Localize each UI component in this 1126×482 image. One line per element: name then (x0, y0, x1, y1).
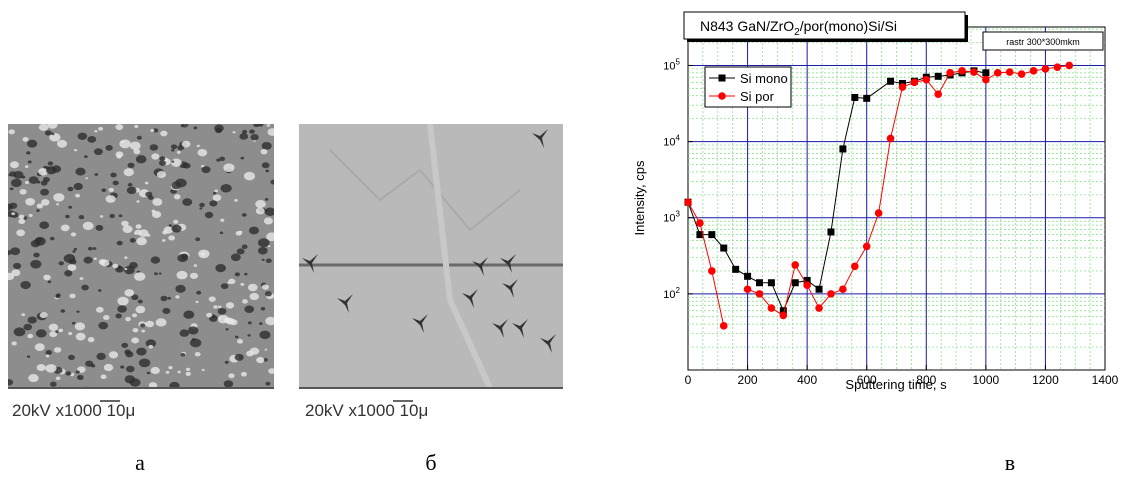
legend-box (704, 66, 792, 108)
marker (1029, 67, 1038, 75)
marker (791, 261, 800, 269)
chart-title: N843 GaN/ZrO2/por(mono)Si/Si (700, 18, 897, 38)
marker (874, 209, 883, 217)
legend-label: Si mono (740, 71, 788, 86)
x-tick-label: 200 (738, 373, 758, 387)
marker (970, 68, 978, 76)
marker (839, 285, 847, 294)
marker (815, 304, 823, 312)
x-axis-label: Sputtering time, s (845, 377, 947, 392)
sem-image-b (299, 124, 563, 388)
y-tick-label: 102 (663, 286, 680, 301)
sem-texture (8, 124, 274, 388)
marker (958, 67, 966, 75)
marker (863, 94, 871, 102)
y-tick-label: 104 (663, 134, 680, 149)
marker (708, 267, 716, 275)
marker (862, 242, 871, 251)
marker (827, 290, 835, 298)
marker (887, 77, 895, 85)
marker (755, 279, 763, 287)
marker (1041, 65, 1050, 73)
marker (719, 322, 728, 330)
marker (982, 69, 990, 77)
marker (922, 75, 931, 84)
caption: 20kV x1000 10μ (12, 401, 135, 420)
panel-label: в (1005, 450, 1015, 475)
marker (851, 93, 859, 101)
x-tick-label: 1200 (1032, 373, 1059, 387)
marker (708, 231, 716, 239)
marker (1017, 70, 1026, 78)
y-tick-label: 105 (663, 57, 680, 72)
marker (898, 83, 907, 91)
marker (946, 69, 954, 77)
marker (815, 285, 823, 293)
marker (779, 307, 787, 315)
marker (851, 262, 859, 271)
marker (743, 285, 752, 294)
marker (744, 272, 752, 280)
annotation: rastr 300*300mkm (1006, 37, 1080, 47)
x-tick-label: 600 (857, 373, 877, 387)
marker (1065, 61, 1074, 70)
marker (718, 92, 726, 100)
legend-label: Si por (740, 89, 775, 104)
marker (718, 74, 726, 82)
marker (910, 78, 919, 87)
y-axis-label: Intensity, cps (632, 160, 647, 235)
marker (1053, 63, 1062, 71)
panel-label: б (425, 450, 436, 475)
marker (779, 311, 788, 320)
marker (791, 279, 799, 287)
caption: 20kV x1000 10μ (305, 401, 428, 420)
marker (732, 265, 740, 273)
x-tick-label: 400 (797, 373, 817, 387)
y-tick-label: 103 (663, 210, 680, 225)
x-tick-label: 1400 (1092, 373, 1119, 387)
marker (982, 75, 990, 84)
marker (803, 281, 811, 289)
marker (720, 244, 728, 252)
marker (755, 290, 764, 298)
marker (1005, 68, 1014, 76)
marker (827, 228, 835, 236)
title-box (683, 11, 966, 40)
sem-texture (299, 124, 563, 388)
x-tick-label: 800 (916, 373, 936, 387)
plot: 0 200 400 600 800 1000 1200 1400 102 103 104 105 Si … (663, 57, 1118, 387)
marker (934, 72, 942, 80)
x-tick-label: 1000 (973, 373, 1000, 387)
x-tick-label: 0 (685, 373, 692, 387)
panel-label: а (135, 450, 145, 475)
marker (934, 90, 942, 98)
marker (886, 134, 895, 143)
marker (684, 198, 692, 206)
marker (696, 219, 704, 227)
series-line (687, 64, 1070, 326)
marker (767, 279, 775, 287)
marker (993, 69, 1002, 77)
marker (839, 145, 847, 153)
marker (767, 304, 776, 312)
annotation-box (982, 31, 1104, 51)
marker (696, 231, 704, 239)
marker (803, 276, 811, 284)
